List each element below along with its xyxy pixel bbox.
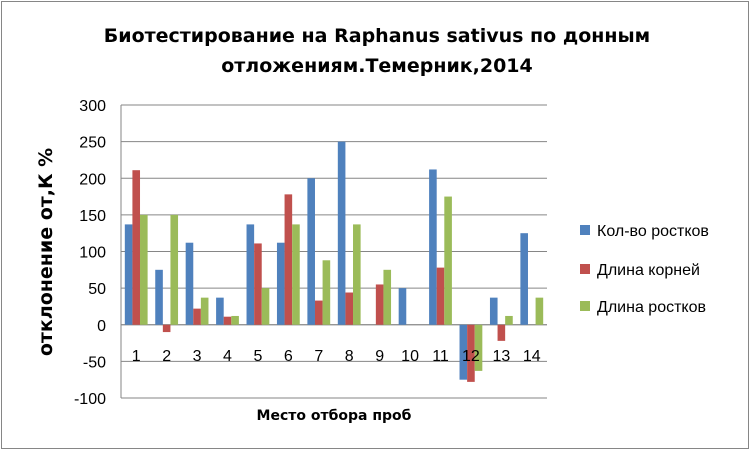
x-tick-labels: 1 2 3 4 5 6 7 8 9 10 11 12 13 14 xyxy=(132,348,541,365)
bar xyxy=(276,242,285,325)
bar xyxy=(353,224,361,325)
legend: Кол-во ростков Длина корней Длина ростков xyxy=(580,223,709,316)
x-tick-label: 11 xyxy=(432,348,449,365)
y-tick-labels: 300 250 200 150 100 50 0 -50 -100 xyxy=(74,98,106,408)
legend-label: Длина ростков xyxy=(597,299,706,316)
x-tick-label: 1 xyxy=(132,348,141,365)
bar xyxy=(132,170,141,325)
bar xyxy=(429,169,437,325)
bar xyxy=(223,316,232,325)
bar xyxy=(383,269,392,325)
x-tick-label: 10 xyxy=(401,348,419,365)
bar xyxy=(535,297,544,325)
gridlines xyxy=(120,104,547,399)
bar xyxy=(467,324,475,382)
y-tick-label: 250 xyxy=(79,135,106,152)
bar xyxy=(398,288,407,325)
x-axis-label: Место отбора проб xyxy=(257,408,412,424)
legend-swatch xyxy=(580,225,590,235)
bar xyxy=(474,324,483,371)
x-tick-label: 9 xyxy=(375,348,384,365)
x-tick-label: 5 xyxy=(253,348,262,365)
y-axis-label: отклонение от,К % xyxy=(35,148,57,356)
bar xyxy=(436,267,445,325)
x-tick-label: 8 xyxy=(345,348,354,365)
bar xyxy=(231,315,239,325)
bar xyxy=(337,141,346,325)
bar xyxy=(375,284,384,325)
bar xyxy=(155,269,163,325)
y-tick-label: 100 xyxy=(79,245,106,262)
bar xyxy=(261,288,270,325)
bar xyxy=(520,233,528,325)
legend-label: Кол-во ростков xyxy=(597,223,709,240)
bar xyxy=(489,297,498,325)
x-tick-label: 2 xyxy=(162,348,171,365)
bar xyxy=(314,300,323,325)
y-tick-label: -100 xyxy=(74,391,106,408)
bar xyxy=(505,315,513,325)
bar xyxy=(322,260,331,325)
y-tick-label: 200 xyxy=(79,171,106,188)
chart-title-line-1: Биотестирование на Raphanus sativus по д… xyxy=(104,25,650,47)
legend-label: Длина корней xyxy=(597,262,700,279)
bar xyxy=(216,297,224,325)
y-tick-label: -50 xyxy=(83,354,106,371)
bar xyxy=(246,224,255,325)
legend-swatch xyxy=(580,264,590,274)
bar xyxy=(345,292,354,325)
x-tick-label: 7 xyxy=(314,348,323,365)
bar xyxy=(254,243,262,325)
bar xyxy=(200,297,209,325)
bar xyxy=(170,214,179,325)
bar xyxy=(162,324,171,333)
bar xyxy=(444,196,452,325)
x-tick-label: 3 xyxy=(193,348,202,365)
bar xyxy=(292,224,300,325)
bar xyxy=(284,194,293,325)
x-tick-label: 14 xyxy=(523,348,541,365)
bars xyxy=(124,141,544,382)
legend-swatch xyxy=(580,301,590,311)
bar xyxy=(307,178,315,325)
bar xyxy=(140,214,148,325)
y-tick-label: 50 xyxy=(88,281,106,298)
bar xyxy=(185,242,194,325)
bar xyxy=(497,324,506,341)
y-tick-label: 300 xyxy=(79,98,106,115)
y-tick-label: 150 xyxy=(79,208,106,225)
x-tick-label: 12 xyxy=(462,348,480,365)
bar xyxy=(459,324,468,380)
bar xyxy=(193,308,201,325)
chart-title-line-2: отложениям.Темерник,2014 xyxy=(221,55,533,77)
x-tick-label: 4 xyxy=(223,348,232,365)
x-tick-label: 13 xyxy=(492,348,510,365)
bar xyxy=(124,224,133,325)
y-tick-label: 0 xyxy=(97,318,106,335)
x-tick-label: 6 xyxy=(284,348,293,365)
